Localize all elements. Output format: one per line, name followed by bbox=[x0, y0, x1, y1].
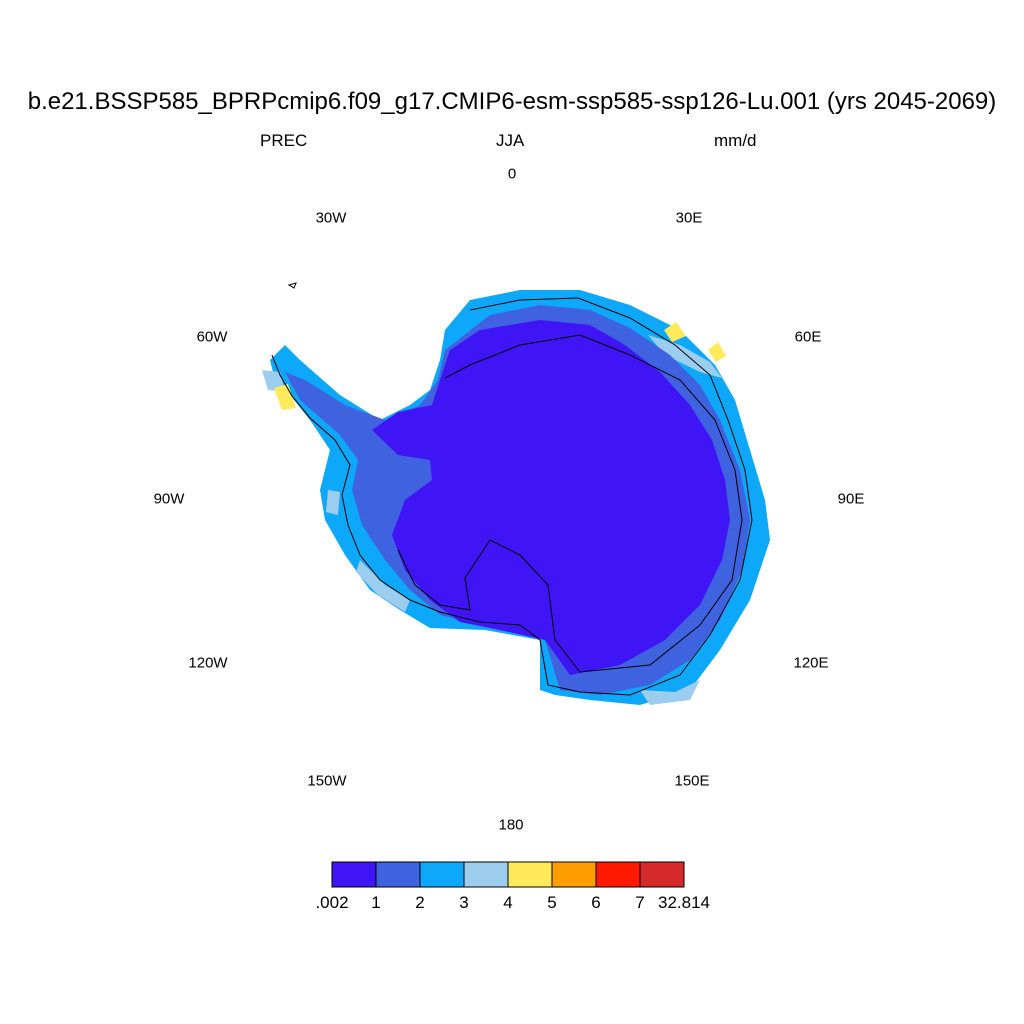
precip-band-4-5 bbox=[274, 384, 296, 410]
colorbar-tick-label: 4 bbox=[503, 893, 513, 912]
precip-band-3-4 bbox=[356, 560, 410, 612]
colorbar-box bbox=[507, 861, 553, 888]
precip-band-3-4 bbox=[326, 490, 340, 515]
lon-label-120w: 120W bbox=[188, 654, 228, 672]
precip-band-4-5 bbox=[664, 322, 686, 342]
colorbar-tick-label: 3 bbox=[459, 893, 469, 912]
colorbar-tick-label: 1 bbox=[371, 893, 381, 912]
lon-label-90e: 90E bbox=[837, 490, 865, 508]
precip-band-3-4 bbox=[640, 680, 700, 705]
lon-label-90w: 90W bbox=[153, 490, 185, 508]
colorbar-box bbox=[551, 861, 597, 888]
map-title: b.e21.BSSP585_BPRPcmip6.f09_g17.CMIP6-es… bbox=[27, 88, 997, 115]
coastline bbox=[271, 297, 753, 696]
variable-label: PREC bbox=[260, 131, 308, 150]
island bbox=[287, 282, 297, 289]
lon-label-0: 0 bbox=[507, 165, 517, 183]
precip-band-4-5 bbox=[708, 342, 726, 362]
lon-label-30e: 30E bbox=[675, 209, 703, 227]
lon-label-150w: 150W bbox=[307, 772, 347, 790]
units-label: mm/d bbox=[714, 131, 757, 150]
lon-label-60w: 60W bbox=[196, 328, 228, 346]
colorbar-box bbox=[639, 861, 685, 888]
precip-band-3-4 bbox=[648, 335, 722, 378]
colorbar-box bbox=[463, 861, 509, 888]
colorbar-box bbox=[595, 861, 641, 888]
lon-label-150e: 150E bbox=[674, 772, 710, 790]
lon-label-60e: 60E bbox=[794, 328, 822, 346]
lon-label-120e: 120E bbox=[793, 654, 829, 672]
season-label: JJA bbox=[496, 131, 525, 150]
colorbar-tick-label: 6 bbox=[591, 893, 601, 912]
colorbar-tick-label: 7 bbox=[635, 893, 645, 912]
precip-band-0-1 bbox=[372, 320, 730, 675]
colorbar-tick-label: .002 bbox=[315, 893, 349, 912]
colorbar-tick-label: 2 bbox=[415, 893, 425, 912]
grounding-line bbox=[397, 334, 743, 673]
colorbar-box bbox=[331, 861, 377, 888]
lon-label-180: 180 bbox=[498, 816, 524, 834]
lon-label-30w: 30W bbox=[315, 209, 347, 227]
colorbar-box bbox=[375, 861, 421, 888]
colorbar-box bbox=[419, 861, 465, 888]
colorbar-tick-label: 5 bbox=[547, 893, 557, 912]
colorbar-tick-label: 32.814 bbox=[658, 893, 710, 912]
